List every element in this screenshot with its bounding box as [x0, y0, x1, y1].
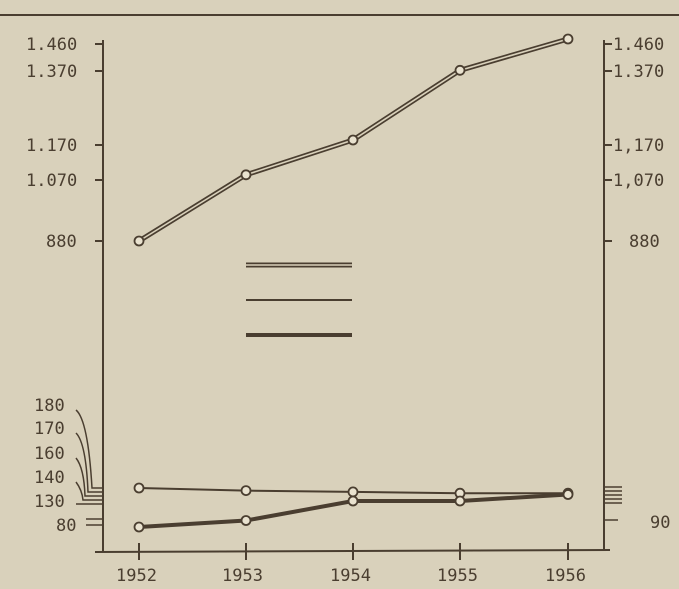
data-point-1955 — [454, 64, 466, 76]
left-tick-label-1170: 1.170 — [26, 136, 77, 156]
data-point-1953 — [240, 515, 252, 526]
series-double-line — [133, 33, 574, 247]
data-point-1952 — [133, 482, 145, 494]
data-point-1956 — [562, 33, 574, 45]
data-point-1952 — [133, 235, 145, 247]
right-tick-label-1370: 1.370 — [613, 62, 664, 82]
data-point-1956 — [562, 489, 574, 500]
right-tick-label-1070: 1,070 — [613, 171, 664, 191]
data-point-1955 — [454, 495, 466, 507]
right-tick-label-1170: 1,170 — [613, 136, 664, 156]
x-ticks — [138, 543, 569, 560]
left-tick-label-160: 160 — [34, 444, 65, 464]
data-point-1953 — [240, 169, 252, 181]
data-point-1954 — [347, 134, 359, 146]
left-tick-label-130: 130 — [34, 492, 65, 512]
left-tick-label-170: 170 — [34, 419, 65, 439]
right-ticks-upper — [604, 43, 612, 242]
right-lower-ticks — [604, 486, 622, 521]
right-tick-label-1460: 1.460 — [613, 35, 664, 55]
left-tick-label-880: 880 — [46, 232, 77, 252]
right-tick-label-90: 90 — [650, 513, 670, 533]
left-lower-leaders — [75, 409, 103, 526]
series-layer — [133, 33, 574, 533]
x-tick-label-1956: 1956 — [545, 566, 586, 586]
left-tick-label-80: 80 — [56, 516, 76, 536]
series-thin-line — [133, 482, 574, 499]
legend — [246, 262, 352, 337]
left-tick-label-140: 140 — [34, 468, 65, 488]
left-tick-label-180: 180 — [34, 396, 65, 416]
left-ticks-upper — [95, 43, 103, 242]
data-point-1954 — [347, 486, 359, 498]
right-tick-label-880: 880 — [629, 232, 660, 252]
data-point-1953 — [240, 485, 252, 497]
x-tick-label-1953: 1953 — [222, 566, 263, 586]
data-point-1954 — [347, 495, 359, 507]
left-tick-label-1460: 1.460 — [26, 35, 77, 55]
left-tick-label-1070: 1.070 — [26, 171, 77, 191]
data-point-1952 — [133, 521, 145, 533]
left-tick-label-1370: 1.370 — [26, 62, 77, 82]
x-tick-label-1955: 1955 — [437, 566, 478, 586]
series-thick-line — [133, 489, 574, 533]
x-tick-label-1952: 1952 — [116, 566, 157, 586]
x-tick-label-1954: 1954 — [330, 566, 371, 586]
